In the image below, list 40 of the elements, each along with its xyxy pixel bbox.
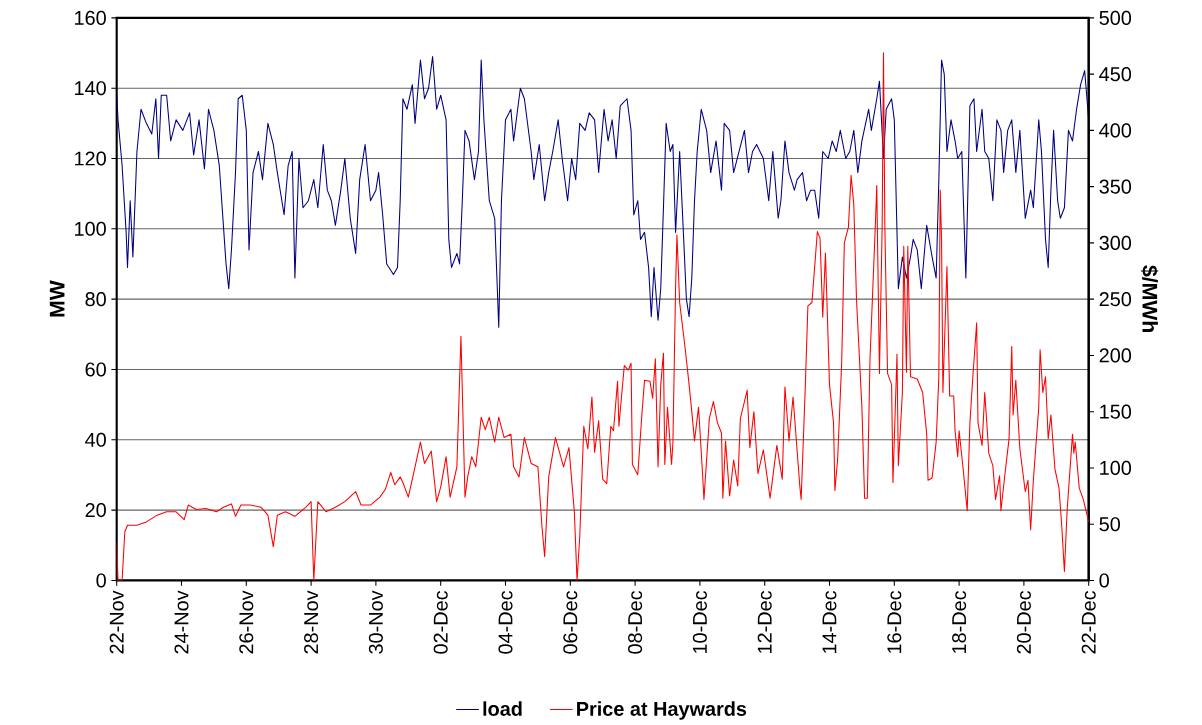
x-tick-label: 12-Dec — [757, 591, 772, 654]
y2-tick-label: 200 — [1099, 348, 1132, 363]
y-tick-label: 120 — [75, 151, 106, 166]
x-tick-label: 20-Dec — [1016, 591, 1031, 654]
x-tick-label: 24-Nov — [174, 590, 189, 654]
y2-tick-label: 100 — [1100, 461, 1132, 476]
legend-label: Price at Haywards — [577, 701, 747, 721]
y2-tick-label: 450 — [1099, 67, 1132, 82]
x-tick-label: 14-Dec — [822, 591, 837, 654]
y2-tick-label: 300 — [1099, 236, 1132, 251]
y-tick-label: 40 — [85, 432, 106, 448]
x-tick-label: 08-Dec — [628, 591, 643, 654]
y-tick-label: 80 — [85, 292, 106, 307]
y-tick-label: 0 — [96, 573, 106, 588]
y-tick-label: 60 — [85, 362, 106, 377]
y2-tick-label: 150 — [1100, 404, 1132, 419]
y2-tick-label: 250 — [1099, 292, 1132, 307]
y-tick-label: 100 — [75, 222, 106, 237]
x-tick-label: 30-Nov — [368, 590, 383, 654]
y2-tick-label: 400 — [1099, 123, 1132, 138]
legend-label: load — [483, 701, 522, 717]
y2-tick-label: 500 — [1099, 11, 1132, 26]
x-tick-label: 28-Nov — [304, 590, 319, 654]
x-tick-label: 04-Dec — [498, 591, 513, 654]
y-tick-label: 20 — [85, 503, 106, 518]
y2-axis-title: $/MWh — [1140, 265, 1159, 333]
x-tick-label: 06-Dec — [563, 591, 578, 654]
x-tick-label: 02-Dec — [433, 591, 448, 654]
y2-tick-label: 350 — [1099, 179, 1132, 194]
y-tick-label: 160 — [75, 11, 106, 26]
x-tick-label: 10-Dec — [692, 591, 707, 654]
x-tick-label: 26-Nov — [239, 590, 254, 654]
x-tick-label: 22-Nov — [109, 590, 124, 654]
y-axis-title: MW — [49, 280, 65, 317]
y2-tick-label: 0 — [1099, 573, 1109, 588]
y-tick-label: 140 — [75, 81, 106, 96]
x-tick-label: 16-Dec — [887, 591, 902, 654]
x-tick-label: 22-Dec — [1081, 591, 1096, 654]
y2-tick-label: 50 — [1099, 517, 1121, 532]
x-tick-label: 18-Dec — [952, 591, 967, 654]
